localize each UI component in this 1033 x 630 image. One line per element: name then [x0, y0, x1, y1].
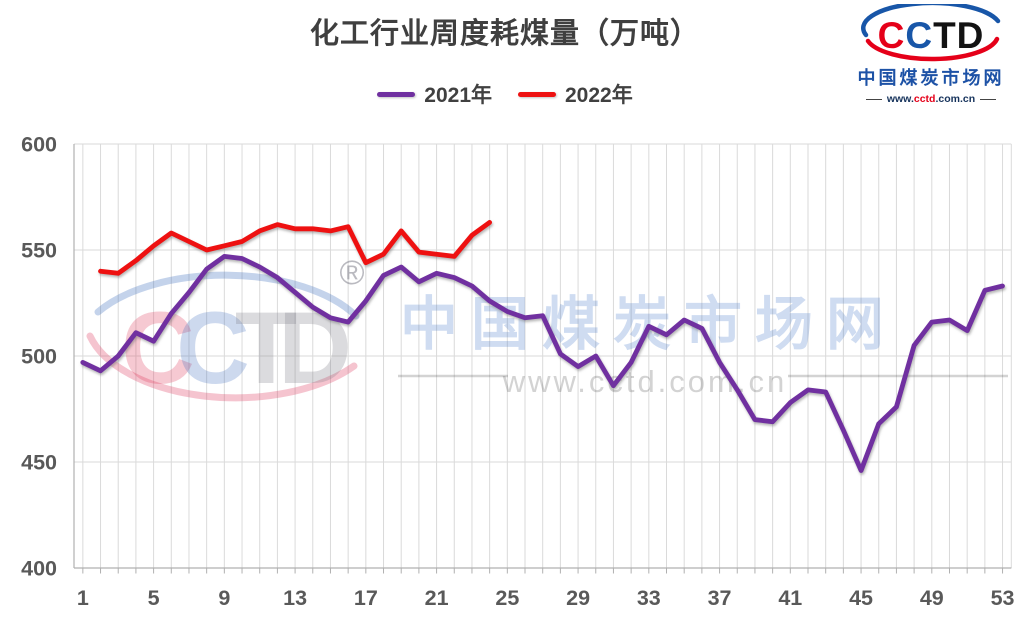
legend-line-sample-2022 [518, 91, 556, 97]
logo-url-suffix: .com.cn [935, 93, 976, 105]
legend-item-2022: 2022年 [518, 79, 633, 109]
x-axis-tick-label: 9 [218, 586, 230, 610]
y-axis-tick-label: 500 [21, 345, 57, 369]
x-axis-tick-label: 1 [77, 586, 89, 610]
series-line-2021年 [80, 253, 1005, 473]
x-axis-tick-label: 53 [991, 586, 1015, 610]
x-axis-tick-label: 37 [708, 586, 732, 610]
y-axis-tick-label: 400 [21, 557, 57, 581]
logo-url-right-rule [980, 98, 997, 100]
logo-url: www.cctd.com.cn [845, 93, 1017, 105]
logo-url-left-rule [865, 98, 882, 100]
watermark-ghost-letter: T [235, 291, 297, 405]
x-axis-tick-label: 13 [283, 586, 307, 610]
x-axis-tick-label: 17 [354, 586, 378, 610]
url-watermark: www.cctd.com.cn [502, 364, 787, 399]
y-axis-tick-label: 550 [21, 239, 57, 263]
y-axis-tick-label: 450 [21, 451, 57, 475]
legend-label-2022: 2022年 [565, 84, 633, 107]
axis-tick-labels: 400 450 500 550 600 1 5 9 13 17 21 25 29 33 37 41 45 49 53 [21, 133, 1014, 611]
x-axis-tick-label: 21 [425, 586, 449, 610]
logo-top-arc [861, 4, 1001, 38]
x-axis-tick-label: 25 [495, 586, 519, 610]
axis-lines [73, 144, 1012, 574]
logo-bottom-arc [865, 36, 1000, 62]
watermark-ghost-letter: C [176, 291, 250, 405]
grid-lines [74, 143, 1012, 569]
watermark-ghost-letter: C [121, 291, 195, 405]
logo-letters-cctd: CCTD [878, 15, 985, 56]
x-axis-tick-label: 45 [849, 586, 873, 610]
legend-line-sample-2021 [377, 91, 416, 97]
x-axis-tick-label: 29 [566, 586, 590, 610]
y-axis-tick-label: 600 [21, 133, 57, 157]
series-line-2022年 [98, 219, 493, 276]
site-name-watermark: 中国煤炭市场网 [400, 292, 897, 357]
cctd-logo-mark: CCTD [861, 4, 1001, 62]
data-series [80, 219, 1005, 473]
logo-site-name: 中国煤炭市场网 [857, 68, 1005, 88]
logo-url-brand: cctd [913, 93, 936, 105]
x-axis-tick-label: 33 [637, 586, 661, 610]
legend-label-2021: 2021年 [424, 84, 492, 107]
page-title: 化工行业周度耗煤量（万吨） [309, 18, 700, 50]
x-axis-tick-label: 49 [920, 586, 944, 610]
logo-url-prefix: www. [886, 93, 914, 105]
x-axis-tick-label: 41 [778, 586, 802, 610]
registered-mark-watermark: ® [339, 254, 364, 292]
cctd-logo: CCTD 中国煤炭市场网 www.cctd.com.cn [845, 4, 1017, 105]
chart-legend: 2021年 2022年 [0, 79, 1010, 109]
x-axis-tick-label: 5 [148, 586, 160, 610]
legend-item-2021: 2021年 [377, 79, 492, 109]
